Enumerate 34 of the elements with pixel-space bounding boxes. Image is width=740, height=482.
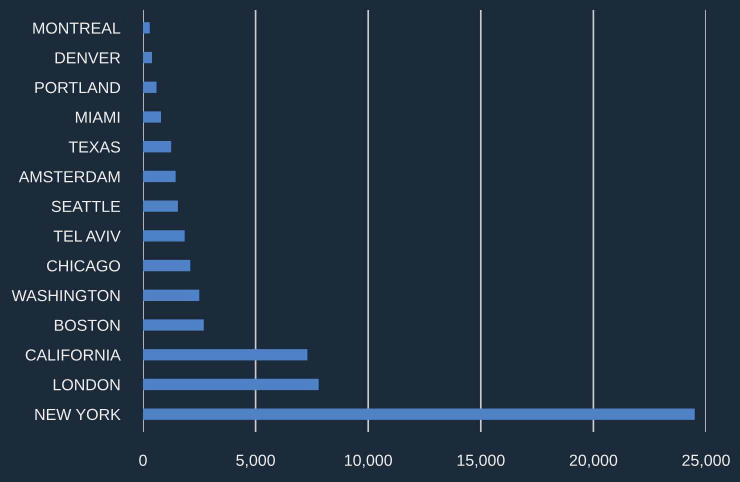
y-tick-label: LONDON xyxy=(54,379,120,390)
x-tick-label: 15,000 xyxy=(458,454,505,468)
y-tick-label: TEXAS xyxy=(68,141,120,153)
y-tick-label: BOSTON xyxy=(54,320,120,331)
bar xyxy=(143,408,695,420)
bar xyxy=(143,349,308,360)
y-tick-label: NEW YORK xyxy=(35,408,121,420)
bar xyxy=(143,378,319,390)
bar xyxy=(143,290,200,301)
bar xyxy=(143,200,178,212)
bar xyxy=(143,319,204,331)
x-tick-label: 10,000 xyxy=(344,454,392,468)
y-tick-label: AMSTERDAM xyxy=(18,171,120,182)
y-tick-label: MONTREAL xyxy=(33,22,120,34)
y-tick-label: TEL AVIV xyxy=(54,230,121,242)
x-tick-label: 0 xyxy=(139,454,147,466)
bar xyxy=(143,111,162,123)
bar xyxy=(143,230,185,242)
bar xyxy=(143,82,157,93)
bar xyxy=(143,260,190,272)
x-tick-label: 25,000 xyxy=(682,454,730,468)
y-tick-label: PORTLAND xyxy=(35,82,120,94)
bar xyxy=(143,170,176,182)
y-tick-label: WASHINGTON xyxy=(12,290,120,302)
bar xyxy=(143,52,152,64)
bar xyxy=(143,22,150,34)
y-tick-label: DENVER xyxy=(56,52,120,64)
y-tick-label: SEATTLE xyxy=(52,200,120,212)
y-tick-label: CALIFORNIA xyxy=(26,349,121,361)
x-tick-label: 20,000 xyxy=(570,454,618,468)
y-tick-label: MIAMI xyxy=(76,112,120,123)
x-tick-label: 5,000 xyxy=(236,454,275,468)
y-tick-label: CHICAGO xyxy=(47,260,120,272)
bar xyxy=(143,141,172,152)
